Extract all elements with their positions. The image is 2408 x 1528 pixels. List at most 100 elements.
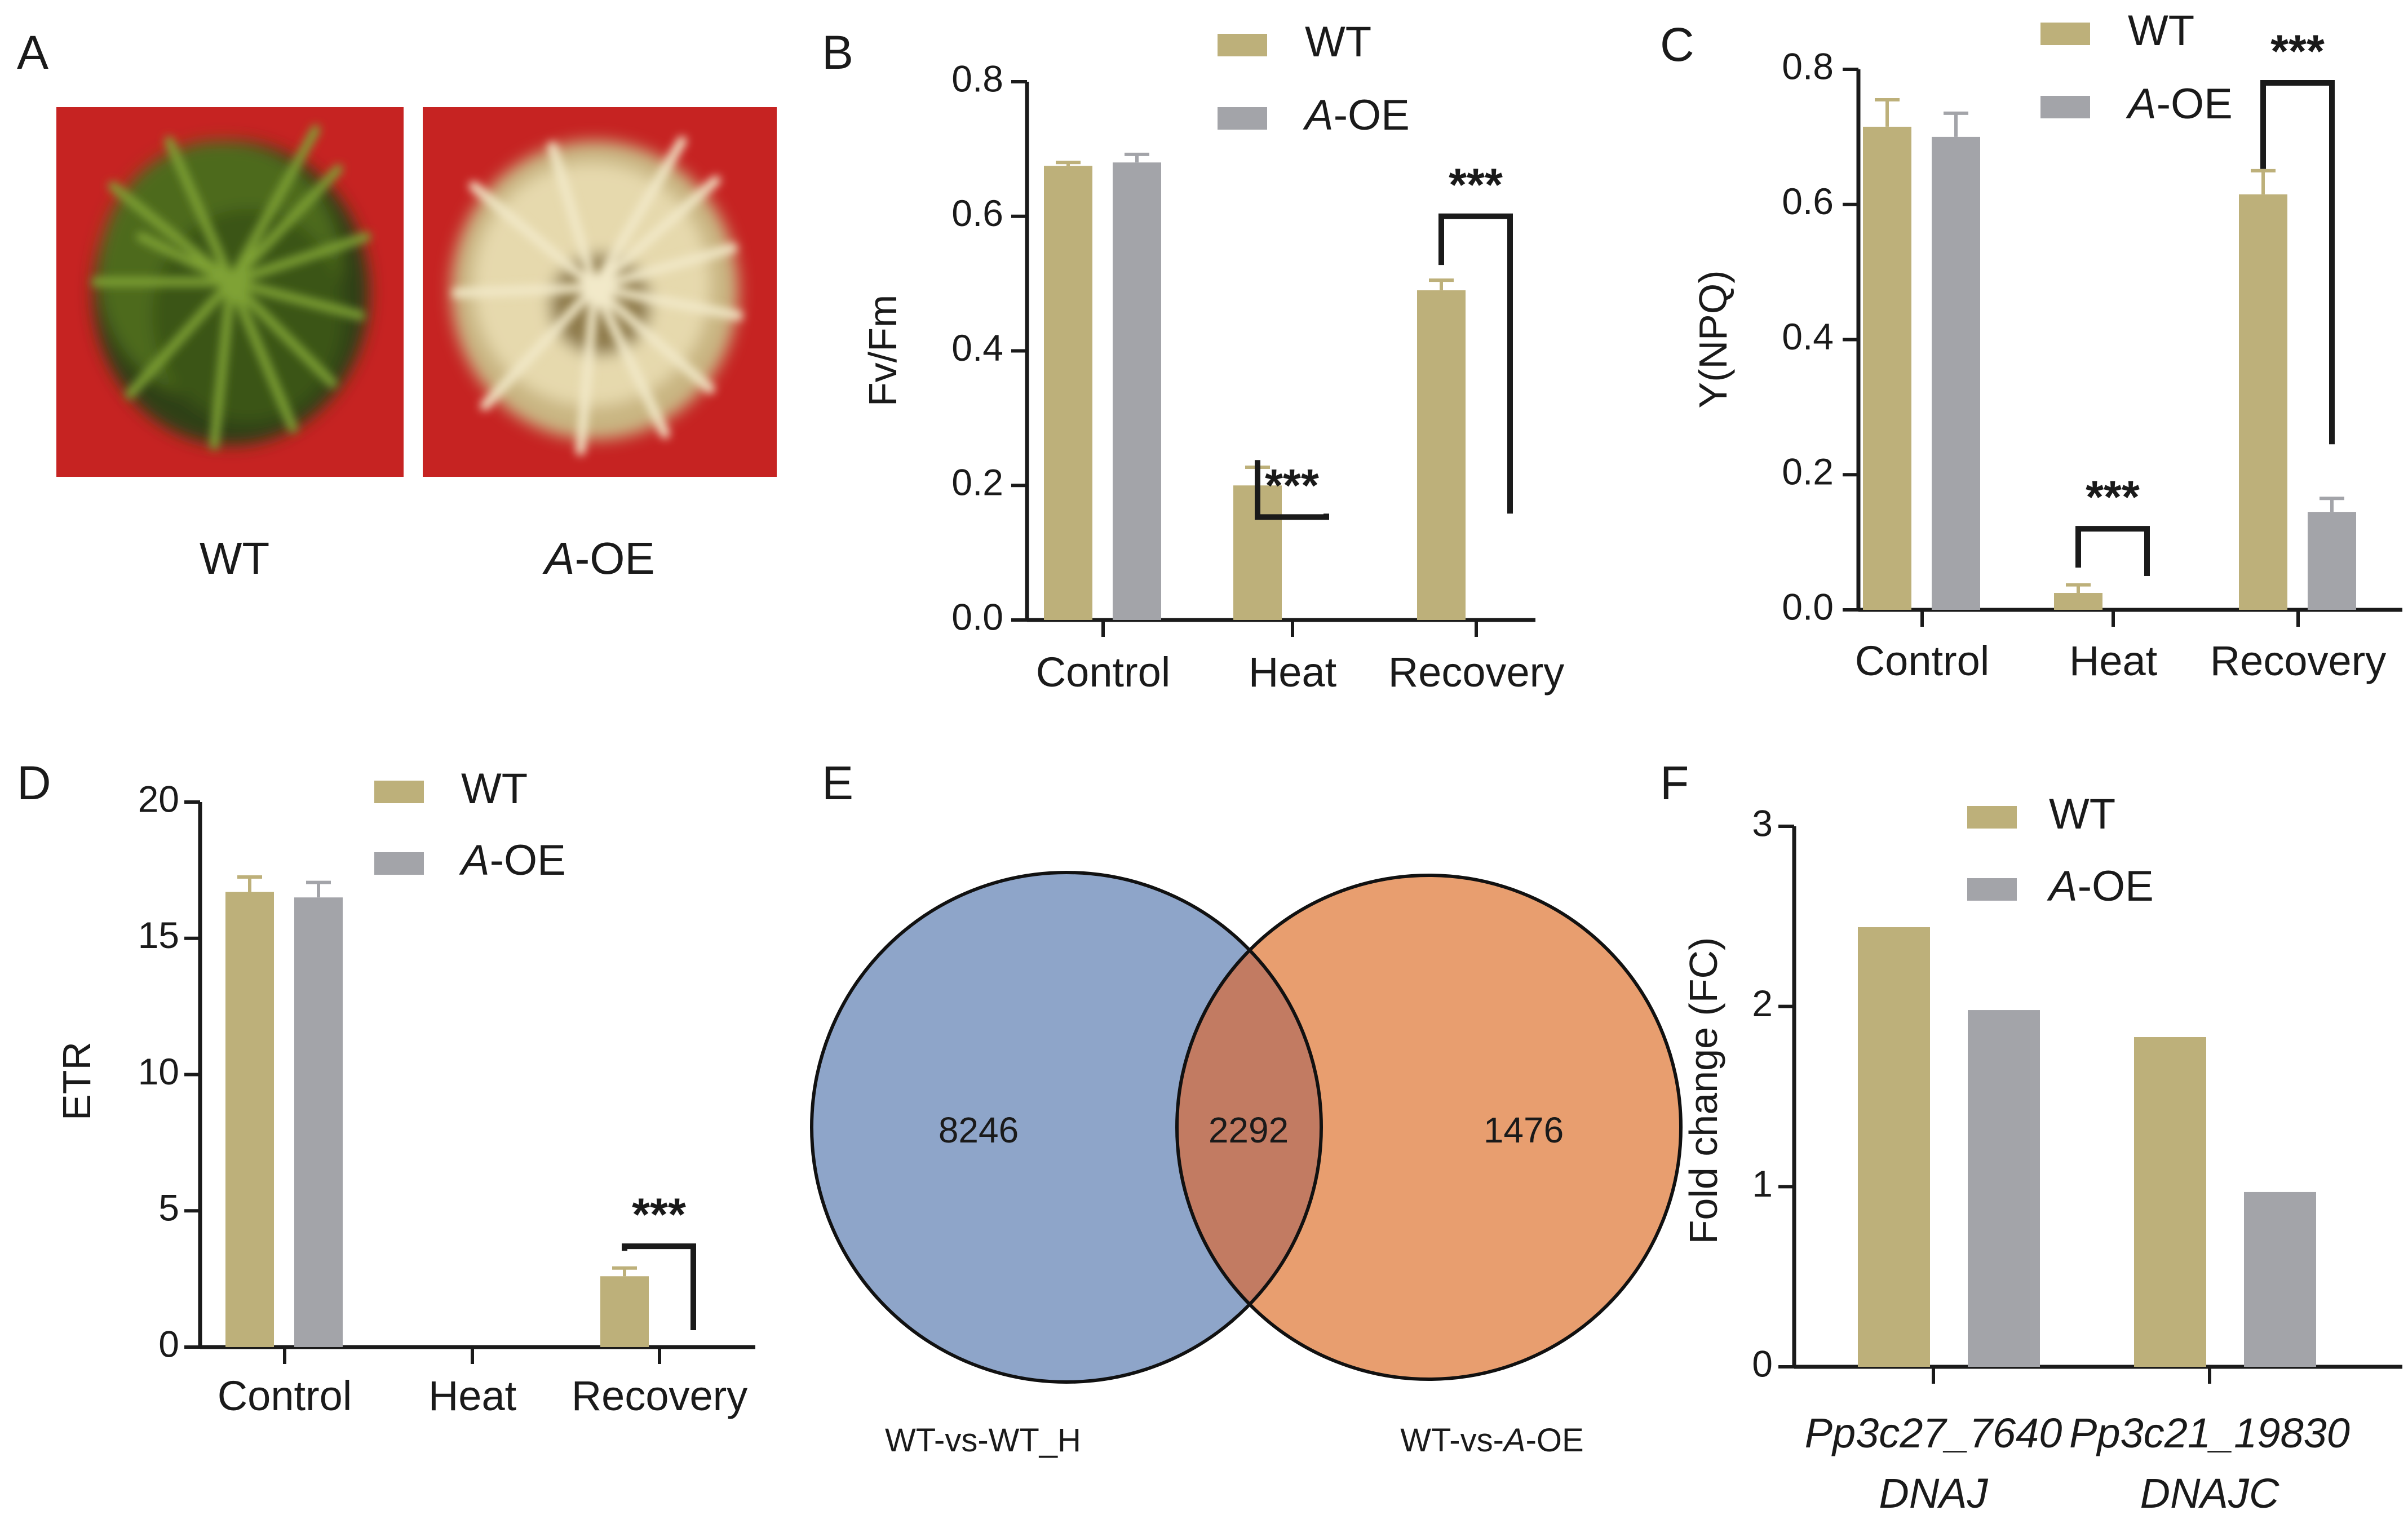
c-legend-label-rest: -OE — [2157, 80, 2233, 128]
d-bar-aoe — [294, 897, 343, 1347]
venn-right-label-post: -OE — [1526, 1422, 1584, 1459]
photo-wt-fronds — [91, 125, 371, 450]
f-y-tick-label: 1 — [1752, 1163, 1773, 1204]
b-y-tick-label: 0.8 — [951, 57, 1003, 99]
d-y-tick-label: 0 — [158, 1323, 179, 1365]
f-legend-label-wt: WT — [2049, 790, 2115, 838]
d-legend-swatch-wt — [374, 781, 424, 803]
b-y-tick-label: 0.2 — [951, 462, 1003, 503]
panel-letter-a: A — [17, 26, 48, 79]
c-category-label: Heat — [2069, 637, 2158, 684]
c-y-tick-label: 0.6 — [1782, 180, 1834, 222]
c-category-label: Recovery — [2210, 637, 2387, 684]
photo-wt — [56, 107, 404, 477]
d-bar-wt — [225, 892, 274, 1347]
d-y-tick-label: 10 — [138, 1051, 179, 1092]
d-legend-label-wt: WT — [461, 765, 528, 813]
f-y-tick-label: 0 — [1752, 1343, 1773, 1384]
f-category-sublabel: DNAJC — [2140, 1470, 2279, 1517]
f-y-tick-label: 2 — [1752, 982, 1773, 1024]
panel-letter-e: E — [822, 756, 853, 809]
b-category-label: Recovery — [1388, 649, 1565, 696]
d-y-tick-label: 15 — [138, 914, 179, 956]
c-category-label: Control — [1855, 637, 1990, 684]
c-significance-bracket — [2260, 79, 2335, 445]
c-bar-wt — [1863, 126, 1911, 610]
c-significance-bracket — [2075, 526, 2150, 577]
b-bar-wt — [1417, 290, 1466, 620]
venn-right-count: 1476 — [1484, 1110, 1564, 1150]
venn-left-label: WT-vs-WT_H — [885, 1422, 1081, 1459]
f-bar-wt — [1858, 927, 1930, 1367]
f-legend-swatch-wt — [1967, 806, 2017, 829]
c-significance-stars: *** — [2086, 472, 2140, 523]
venn-right-label-italic: A — [1502, 1422, 1526, 1459]
f-y-tick-label: 3 — [1752, 802, 1773, 844]
venn-overlap-count: 2292 — [1209, 1110, 1289, 1150]
c-legend-label-wt: WT — [2128, 7, 2194, 55]
venn-circle-left — [812, 872, 1321, 1382]
venn-right-label-pre: WT-vs- — [1400, 1422, 1504, 1459]
b-category-label: Control — [1036, 649, 1171, 696]
d-category-label: Control — [218, 1372, 352, 1419]
b-bar-aoe — [1113, 162, 1161, 620]
f-y-axis-title: Fold change (FC) — [1681, 937, 1725, 1244]
panel-letter-d: D — [17, 756, 51, 809]
b-legend-label-italic: A — [1303, 91, 1334, 139]
chart-fvfm: 0.0 0.2 0.4 0.6 0.8 Fv/Fm Control Heat Recovery *… — [861, 18, 1564, 696]
c-bar-wt — [2239, 194, 2287, 610]
f-category-label: Pp3c27_7640 — [1805, 1410, 2062, 1456]
b-bar-wt — [1044, 166, 1092, 620]
b-legend-swatch-aoe — [1218, 107, 1267, 130]
d-legend-swatch-aoe — [374, 852, 424, 875]
d-significance-bracket — [622, 1243, 696, 1330]
venn-left-count: 8246 — [939, 1110, 1019, 1150]
venn-outline-left — [810, 871, 1323, 1384]
b-y-tick-label: 0.6 — [951, 192, 1003, 234]
chart-etr: 0 5 10 15 20 ETR Control Heat Recovery *** WT A-OE — [55, 765, 755, 1419]
b-y-tick-label: 0.4 — [951, 327, 1003, 369]
f-legend-label-italic: A — [2047, 862, 2078, 910]
c-bar-aoe — [1932, 136, 1980, 610]
b-legend-label-rest: -OE — [1334, 91, 1410, 139]
c-y-tick-label: 0.2 — [1782, 451, 1834, 493]
b-significance-bracket — [1438, 213, 1513, 514]
b-legend-label-wt: WT — [1305, 18, 1371, 66]
d-y-tick-label: 5 — [158, 1187, 179, 1229]
b-significance-bracket — [1255, 460, 1329, 520]
d-category-label: Recovery — [572, 1372, 748, 1419]
venn-diagram: 8246 2292 1476 WT-vs-WT_H WT-vs-A-OE — [810, 871, 1683, 1459]
b-category-label: Heat — [1249, 649, 1337, 696]
panel-letter-b: B — [822, 26, 853, 79]
c-legend-label-aoe: A-OE — [2126, 80, 2233, 128]
c-y-axis-title: Y(NPQ) — [1691, 271, 1735, 409]
d-legend-label-rest: -OE — [490, 836, 566, 884]
c-bar-wt — [2054, 593, 2102, 610]
b-significance-stars: *** — [1449, 160, 1503, 211]
venn-circle-right — [1177, 875, 1681, 1379]
c-y-tick-label: 0.8 — [1782, 45, 1834, 87]
c-legend-swatch-aoe — [2040, 96, 2090, 118]
b-legend-label-aoe: A-OE — [1303, 91, 1410, 139]
c-legend-label-italic: A — [2126, 80, 2157, 128]
f-category-sublabel: DNAJ — [1879, 1470, 1988, 1517]
f-legend-swatch-aoe — [1967, 878, 2017, 901]
venn-right-label: WT-vs-A-OE — [1400, 1422, 1583, 1459]
c-y-tick-label: 0.4 — [1782, 316, 1834, 357]
d-legend-label-aoe: A-OE — [459, 836, 566, 884]
f-legend-label-aoe: A-OE — [2047, 862, 2154, 910]
panel-letter-c: C — [1660, 18, 1694, 71]
d-bar-wt — [600, 1276, 649, 1347]
f-legend-label-rest: -OE — [2078, 862, 2154, 910]
d-y-axis-title: ETR — [55, 1042, 99, 1120]
b-y-axis-title: Fv/Fm — [861, 295, 905, 406]
venn-outline-right — [1175, 874, 1683, 1381]
photo-label-aoe-rest: -OE — [575, 533, 655, 583]
c-legend-swatch-wt — [2040, 23, 2090, 45]
d-significance-stars: *** — [632, 1189, 686, 1241]
c-bar-aoe — [2308, 512, 2356, 610]
f-bar-aoe — [1968, 1010, 2040, 1367]
photo-label-aoe-italic: A — [542, 533, 574, 583]
chart-fold-change: 0 1 2 3 Fold change (FC) Pp3c27_7640 DNAJ Pp3c2… — [1681, 790, 2402, 1517]
